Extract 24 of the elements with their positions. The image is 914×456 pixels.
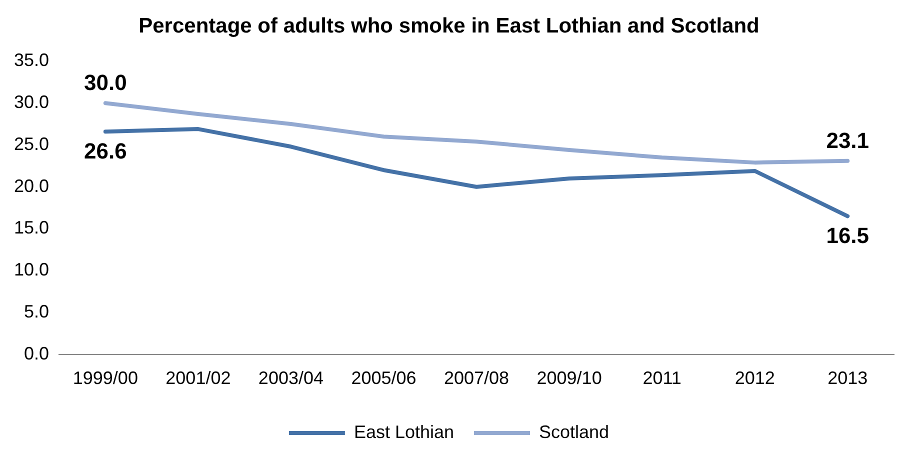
y-tick-label: 25.0 [14,134,50,154]
x-tick-label: 1999/00 [72,368,138,388]
data-label: 30.0 [84,70,127,96]
x-tick-label: 2012 [734,368,775,388]
x-tick-label: 2001/02 [166,368,231,388]
data-label: 16.5 [826,223,870,248]
data-label: 23.1 [826,128,870,153]
x-tick-label: 2003/04 [258,368,324,388]
y-tick-label: 5.0 [24,301,50,322]
x-tick-label: 2011 [642,368,682,388]
y-tick-label: 0.0 [24,343,50,364]
y-tick-label: 20.0 [14,176,50,196]
data-label: 26.6 [84,138,127,164]
y-tick-label: 10.0 [14,260,50,280]
x-tick-label: 2009/10 [536,368,602,388]
chart-title: Percentage of adults who smoke in East Lothian and Scotland [138,14,760,38]
legend-label: East Lothian [354,422,454,442]
x-tick-label: 2013 [828,368,868,388]
y-tick-label: 35.0 [14,50,50,70]
y-tick-label: 15.0 [14,218,50,238]
y-tick-label: 30.0 [14,92,50,112]
x-tick-label: 2007/08 [444,368,510,388]
x-tick-label: 2005/06 [351,368,416,388]
legend-label: Scotland [539,422,610,442]
